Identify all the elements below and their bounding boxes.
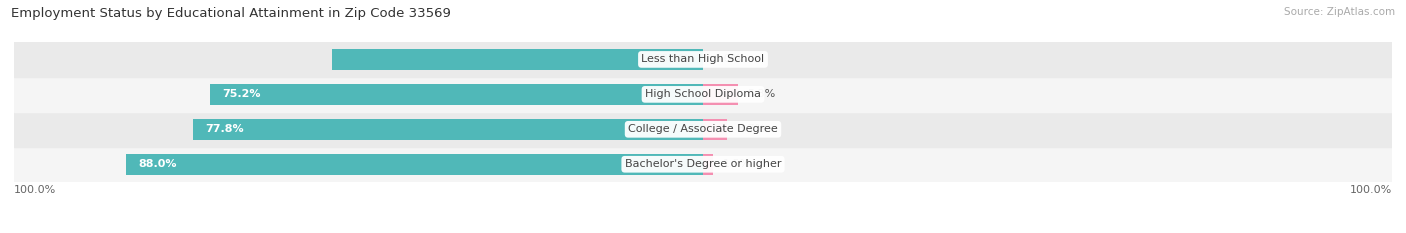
Text: 0.0%: 0.0% [713,55,741,64]
Bar [332,49,703,70]
Text: 3.7%: 3.7% [737,124,765,134]
Text: 1.5%: 1.5% [723,159,751,169]
Bar [14,42,1392,77]
Text: 5.3%: 5.3% [748,89,776,99]
Text: Employment Status by Educational Attainment in Zip Code 33569: Employment Status by Educational Attainm… [11,7,451,20]
Bar [703,119,727,140]
Text: 100.0%: 100.0% [1350,185,1392,195]
Bar [14,112,1392,147]
Text: Bachelor's Degree or higher: Bachelor's Degree or higher [624,159,782,169]
Bar [193,119,703,140]
Bar [209,84,703,105]
Bar [14,147,1392,182]
Bar [14,77,1392,112]
Text: 77.8%: 77.8% [205,124,245,134]
Text: 75.2%: 75.2% [222,89,262,99]
Text: 56.6%: 56.6% [655,55,690,64]
Text: High School Diploma: High School Diploma [645,89,761,99]
Text: 88.0%: 88.0% [139,159,177,169]
Text: Source: ZipAtlas.com: Source: ZipAtlas.com [1284,7,1395,17]
Bar [125,154,703,175]
Text: College / Associate Degree: College / Associate Degree [628,124,778,134]
Text: 100.0%: 100.0% [14,185,56,195]
Bar [703,154,713,175]
Text: Less than High School: Less than High School [641,55,765,64]
Bar [703,84,738,105]
